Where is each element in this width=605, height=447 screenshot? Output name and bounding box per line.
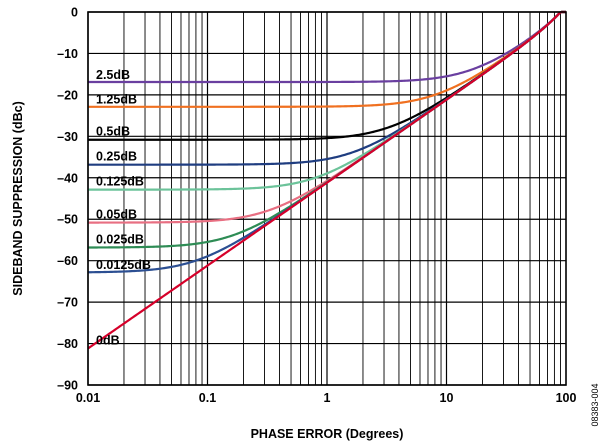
y-tick-label: 0 [71,6,78,20]
y-axis-title: SIDEBAND SUPPRESSION (dBc) [11,101,25,295]
x-tick-label: 0.01 [76,391,100,405]
y-tick-label: –80 [57,337,78,351]
series-label: 0.0125dB [96,258,151,272]
x-axis-title: PHASE ERROR (Degrees) [251,427,404,441]
grid [87,11,566,386]
series-label: 0.025dB [96,232,144,246]
x-tick-label: 1 [324,391,331,405]
x-tick-label: 10 [440,391,454,405]
y-tick-label: –60 [57,254,78,268]
series-label: 0.125dB [96,174,144,188]
y-tick-label: –30 [57,130,78,144]
series-label: 0dB [96,334,120,348]
y-tick-labels: 0 –10 –20 –30 –40 –50 –60 –70 –80 –90 [57,6,78,393]
x-tick-labels: 0.01 0.1 1 10 100 [76,391,577,405]
series-label: 1.25dB [96,92,137,106]
y-tick-label: –70 [57,296,78,310]
y-tick-label: –40 [57,171,78,185]
series-label: 2.5dB [96,68,130,82]
y-tick-label: –10 [57,47,78,61]
x-tick-label: 100 [556,391,577,405]
series-line [88,10,566,108]
plot-frame [87,11,567,386]
y-tick-label: –50 [57,213,78,227]
series-label: 0.5dB [96,125,130,139]
series-lines [87,10,566,350]
x-tick-label: 0.1 [199,391,216,405]
series-line [87,10,566,350]
series-label: 0.05dB [96,208,137,222]
series-line [88,10,566,84]
figure-id: 08383-004 [590,383,600,426]
series-label: 0.25dB [96,150,137,164]
y-tick-label: –20 [57,88,78,102]
series-labels: 2.5dB 1.25dB 0.5dB 0.25dB 0.125dB 0.05dB 0.025… [96,68,151,348]
y-tick-label: –90 [57,379,78,393]
